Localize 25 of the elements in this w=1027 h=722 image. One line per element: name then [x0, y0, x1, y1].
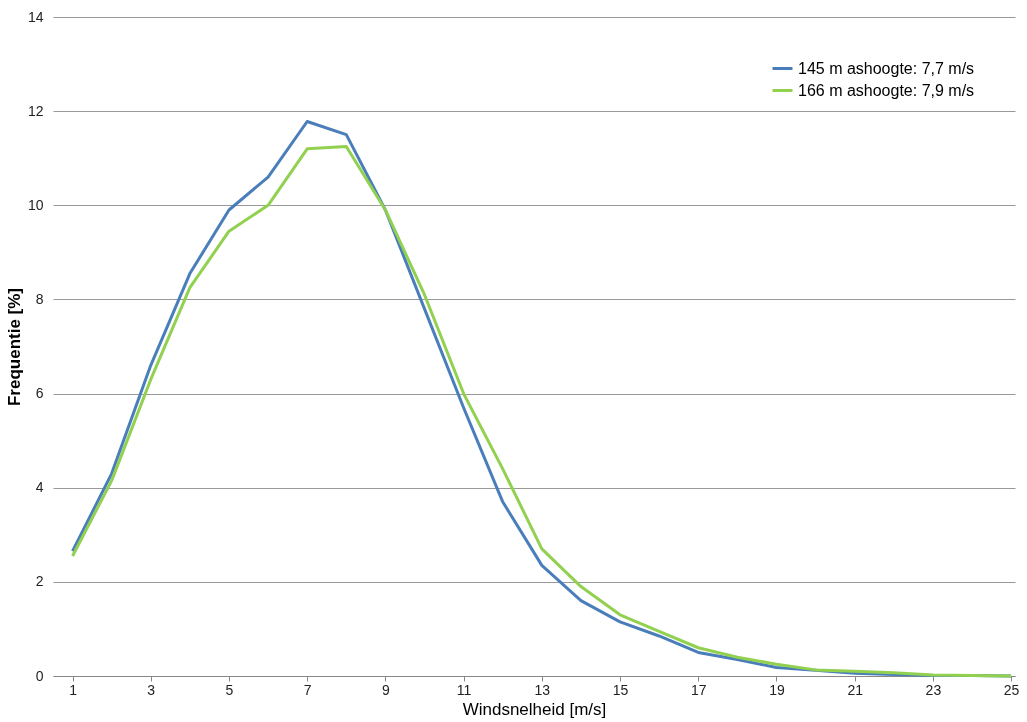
legend-label: 145 m ashoogte: 7,7 m/s — [798, 59, 975, 77]
x-tick-label: 3 — [147, 681, 156, 698]
y-tick-label: 10 — [27, 196, 44, 213]
x-tick-label: 13 — [534, 681, 551, 698]
y-tick-label: 12 — [27, 102, 44, 119]
x-tick-label: 1 — [69, 681, 78, 698]
y-tick-label: 2 — [35, 573, 44, 590]
x-tick-label: 15 — [612, 681, 629, 698]
y-tick-label: 14 — [27, 8, 44, 25]
x-tick-label: 7 — [303, 681, 312, 698]
x-tick-label: 9 — [382, 681, 390, 698]
x-tick-label: 19 — [769, 681, 785, 698]
legend-label: 166 m ashoogte: 7,9 m/s — [798, 81, 975, 99]
y-tick-label: 0 — [35, 667, 44, 684]
x-tick-label: 11 — [456, 681, 472, 698]
y-tick-label: 4 — [35, 479, 44, 496]
y-axis-title: Frequentie [%] — [4, 287, 24, 407]
y-tick-label: 8 — [35, 290, 44, 307]
x-tick-label: 5 — [225, 681, 234, 698]
x-tick-label: 25 — [1003, 681, 1020, 698]
y-tick-label: 6 — [35, 385, 44, 402]
x-tick-label: 21 — [847, 681, 864, 698]
x-tick-label: 23 — [925, 681, 942, 698]
x-axis-title: Windsnelheid [m/s] — [462, 699, 607, 719]
x-tick-label: 17 — [690, 681, 707, 698]
